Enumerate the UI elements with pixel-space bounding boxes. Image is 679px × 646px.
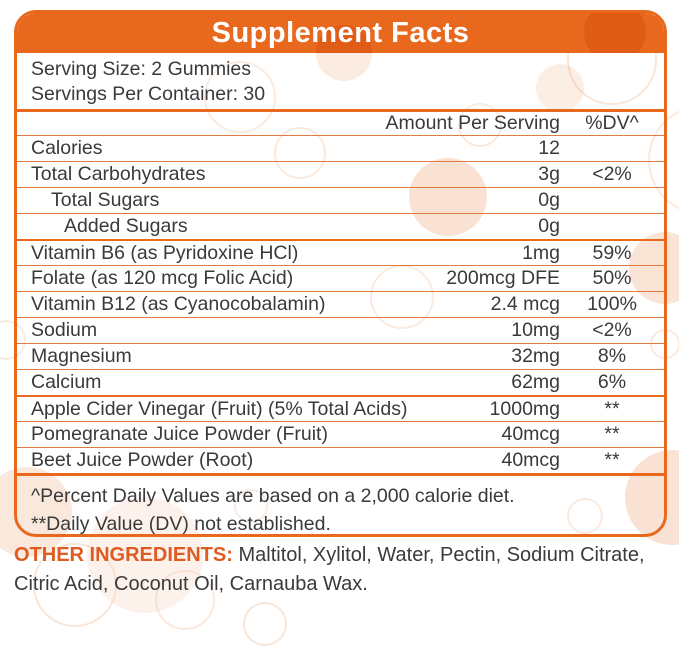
amount-value: 0g <box>538 189 560 211</box>
nutrient-name: Magnesium <box>31 345 132 367</box>
table-header-row: Amount Per Serving %DV^ <box>17 109 664 135</box>
serving-info: Serving Size: 2 Gummies Servings Per Con… <box>17 53 664 109</box>
nutrient-name: Apple Cider Vinegar (Fruit) (5% Total Ac… <box>31 397 408 420</box>
amount-value: 12 <box>538 137 560 159</box>
nutrient-name: Total Carbohydrates <box>31 163 206 185</box>
table-row: Total Sugars 0g <box>17 187 664 213</box>
nutrient-name: Calcium <box>31 371 102 393</box>
panel-title: Supplement Facts <box>211 16 470 49</box>
footnotes: ^Percent Daily Values are based on a 2,0… <box>17 473 664 535</box>
nutrient-name: Vitamin B12 (as Cyanocobalamin) <box>31 293 326 315</box>
dv-value: ** <box>604 449 620 471</box>
nutrient-name: Beet Juice Powder (Root) <box>31 449 254 471</box>
nutrient-name: Calories <box>31 137 103 159</box>
dv-value: 8% <box>597 345 627 367</box>
table-row: Apple Cider Vinegar (Fruit) (5% Total Ac… <box>17 395 664 421</box>
panel-header: Supplement Facts <box>17 13 664 53</box>
nutrient-name: Folate (as 120 mcg Folic Acid) <box>31 267 294 289</box>
table-row: Sodium 10mg <2% <box>17 317 664 343</box>
amount-value: 32mg <box>511 345 560 367</box>
amount-value: 1mg <box>522 241 560 264</box>
amount-value: 0g <box>538 215 560 237</box>
header-bubble <box>584 13 646 53</box>
other-ingredients-label: OTHER INGREDIENTS: <box>14 544 233 566</box>
nutrient-name: Vitamin B6 (as Pyridoxine HCl) <box>31 241 299 264</box>
amount-value: 3g <box>538 163 560 185</box>
table-row: Pomegranate Juice Powder (Fruit) 40mcg *… <box>17 421 664 447</box>
table-row: Calories 12 <box>17 135 664 161</box>
dv-value: ** <box>604 423 620 445</box>
nutrient-name: Added Sugars <box>64 215 188 237</box>
nutrient-name: Total Sugars <box>51 189 160 211</box>
dv-value: 59% <box>592 241 632 264</box>
amount-value: 10mg <box>511 319 560 341</box>
dv-column-header: %DV^ <box>585 112 639 134</box>
dv-value: 50% <box>592 267 632 289</box>
nutrient-name: Pomegranate Juice Powder (Fruit) <box>31 423 328 445</box>
amount-value: 1000mg <box>489 397 560 420</box>
dv-value: 100% <box>587 293 637 315</box>
amount-column-header: Amount Per Serving <box>385 112 560 134</box>
dv-value: 6% <box>597 371 627 393</box>
table-row: Calcium 62mg 6% <box>17 369 664 395</box>
table-row: Added Sugars 0g <box>17 213 664 239</box>
other-ingredients: OTHER INGREDIENTS: Maltitol, Xylitol, Wa… <box>14 541 667 599</box>
table-row: Total Carbohydrates 3g <2% <box>17 161 664 187</box>
amount-value: 62mg <box>511 371 560 393</box>
amount-value: 40mcg <box>501 449 560 471</box>
amount-value: 2.4 mcg <box>490 293 560 315</box>
table-row: Vitamin B12 (as Cyanocobalamin) 2.4 mcg … <box>17 291 664 317</box>
amount-value: 40mcg <box>501 423 560 445</box>
amount-value: 200mcg DFE <box>446 267 560 289</box>
supplement-facts-panel: Supplement Facts Serving Size: 2 Gummies… <box>14 10 667 537</box>
dv-value: ** <box>604 397 620 420</box>
nutrient-name: Sodium <box>31 319 98 341</box>
footnote-dv-not-established: **Daily Value (DV) not established. <box>31 513 331 535</box>
servings-per-container-text: Servings Per Container: 30 <box>31 83 266 105</box>
table-row: Folate (as 120 mcg Folic Acid) 200mcg DF… <box>17 265 664 291</box>
table-row: Magnesium 32mg 8% <box>17 343 664 369</box>
serving-size-text: Serving Size: 2 Gummies <box>31 58 251 80</box>
footnote-percent-dv: ^Percent Daily Values are based on a 2,0… <box>31 485 515 507</box>
table-row: Beet Juice Powder (Root) 40mcg ** <box>17 447 664 473</box>
table-row: Vitamin B6 (as Pyridoxine HCl) 1mg 59% <box>17 239 664 265</box>
dv-value: <2% <box>592 319 632 341</box>
dv-value: <2% <box>592 163 632 185</box>
bubble-ring <box>243 602 287 646</box>
